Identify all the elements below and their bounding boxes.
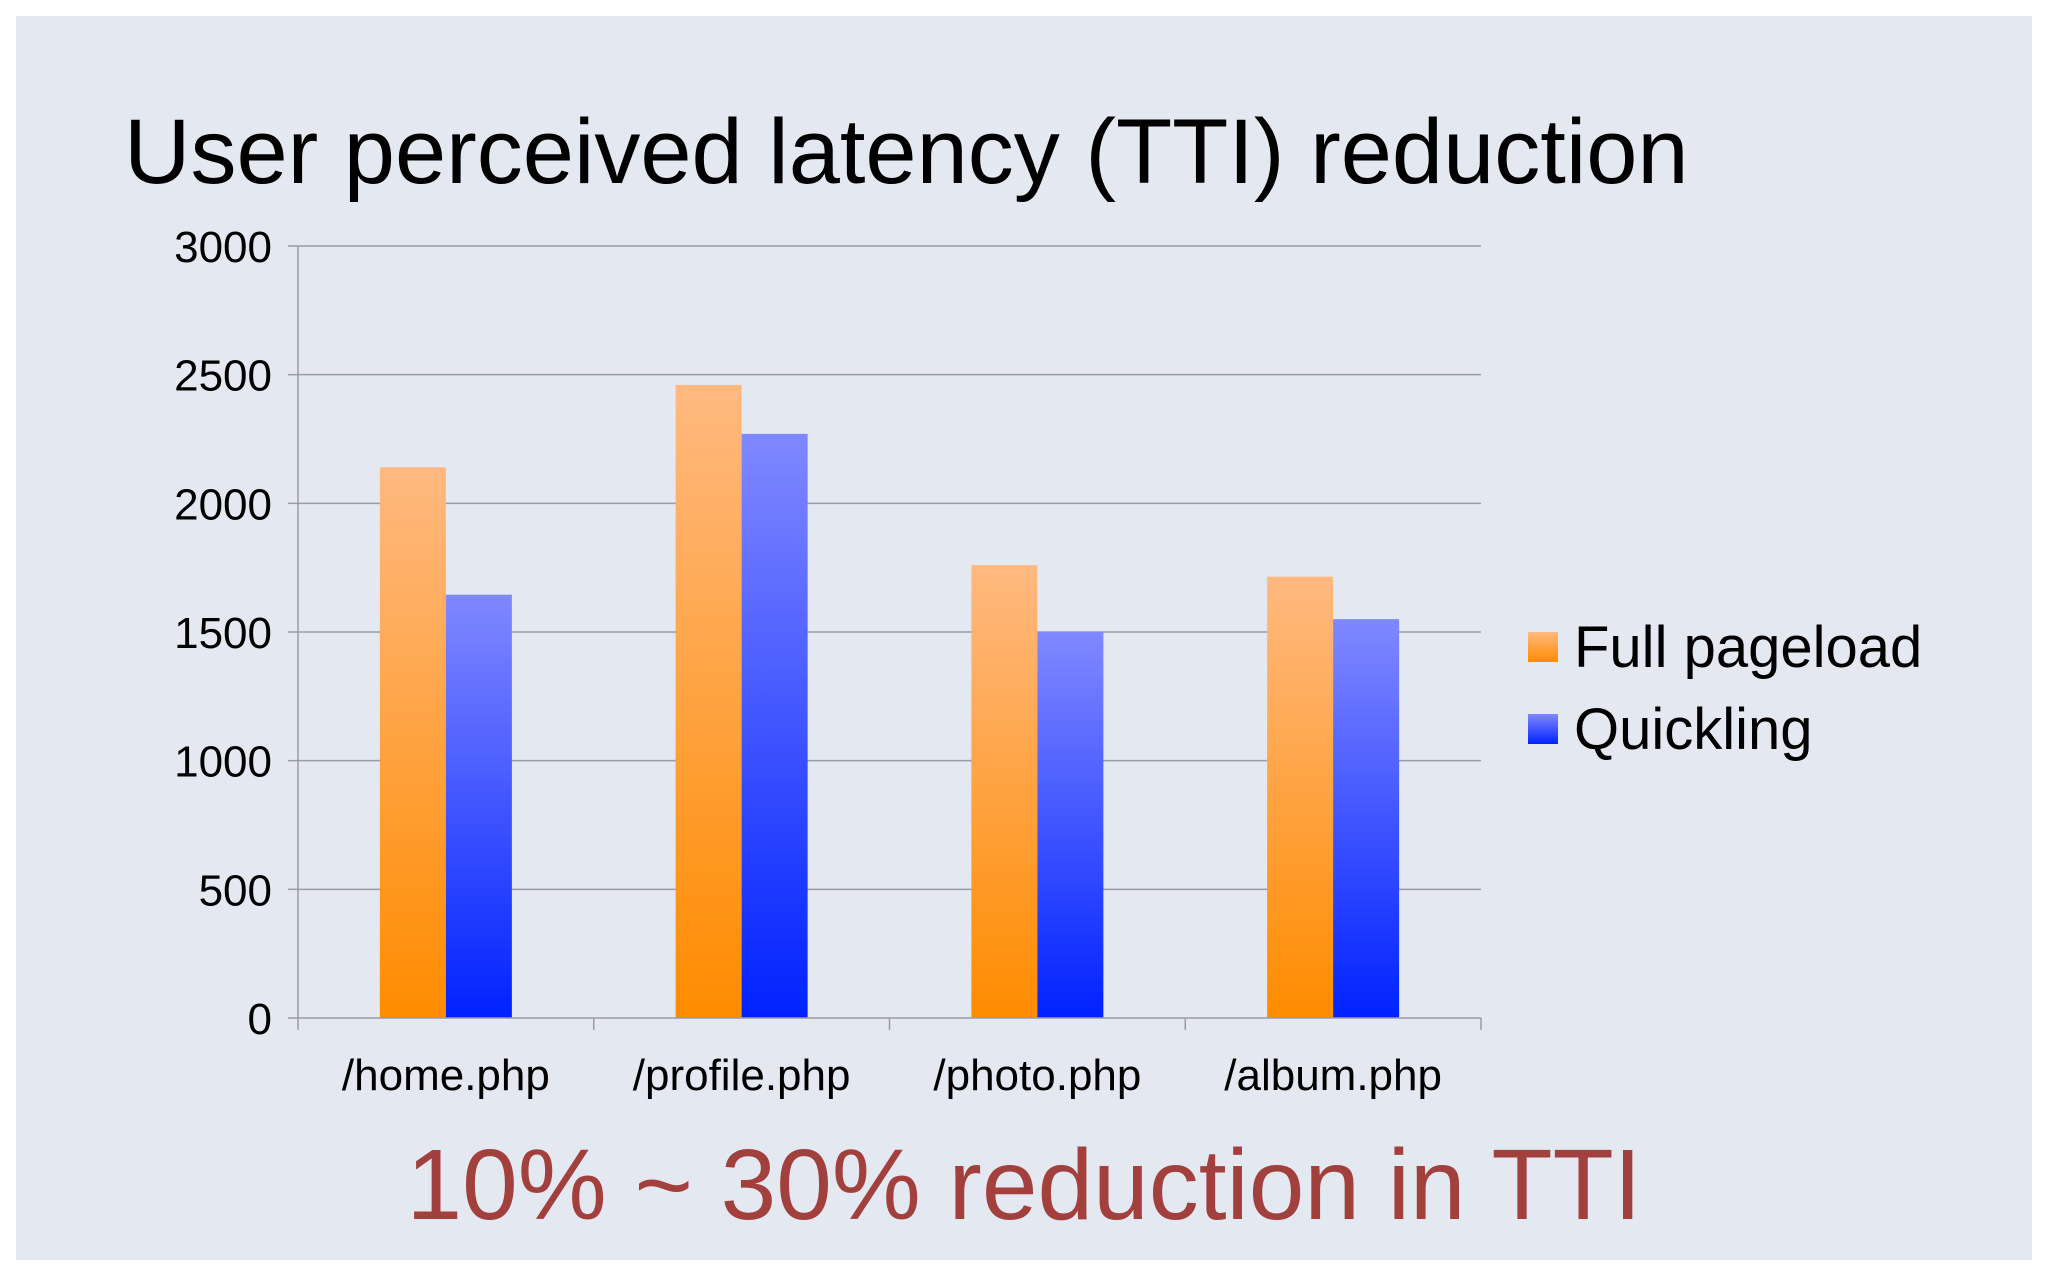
y-tick-label: 0	[248, 995, 272, 1044]
bar-full-pageload	[379, 467, 446, 1019]
bar-quickling	[1333, 619, 1400, 1018]
y-tick-label: 3000	[174, 223, 272, 272]
bar-full-pageload	[1267, 576, 1334, 1018]
legend-swatch-quickling	[1528, 714, 1558, 744]
bar-quickling	[1037, 632, 1104, 1018]
y-tick-label: 500	[199, 866, 272, 915]
y-tick-label: 1500	[174, 609, 272, 658]
legend-swatch-full-pageload	[1528, 632, 1558, 662]
bar-chart: 0 500 1000 1500 2000 2500 3000/home.php/profil…	[174, 223, 1482, 1100]
bar-full-pageload	[971, 565, 1038, 1018]
legend-item-full-pageload: Full pageload	[1528, 606, 1922, 688]
bar-full-pageload	[675, 384, 742, 1019]
chart-subtitle: 10% ~ 30% reduction in TTI	[406, 1129, 1642, 1241]
x-tick-label: /photo.php	[933, 1051, 1141, 1100]
x-tick-label: /profile.php	[633, 1051, 851, 1100]
legend-label-quickling: Quickling	[1574, 696, 1813, 762]
legend-item-quickling: Quickling	[1528, 688, 1922, 770]
y-tick-label: 2500	[174, 352, 272, 401]
bar-quickling	[741, 433, 808, 1018]
x-tick-label: /album.php	[1224, 1051, 1442, 1100]
y-tick-label: 1000	[174, 738, 272, 787]
legend-label-full-pageload: Full pageload	[1574, 614, 1923, 680]
bar-quickling	[445, 594, 512, 1018]
legend: Full pageload Quickling	[1528, 606, 1922, 770]
y-tick-label: 2000	[174, 480, 272, 529]
slide: User perceived latency (TTI) reduction 0…	[16, 16, 2032, 1260]
x-tick-label: /home.php	[342, 1051, 550, 1100]
chart-title: User perceived latency (TTI) reduction	[124, 101, 1689, 203]
